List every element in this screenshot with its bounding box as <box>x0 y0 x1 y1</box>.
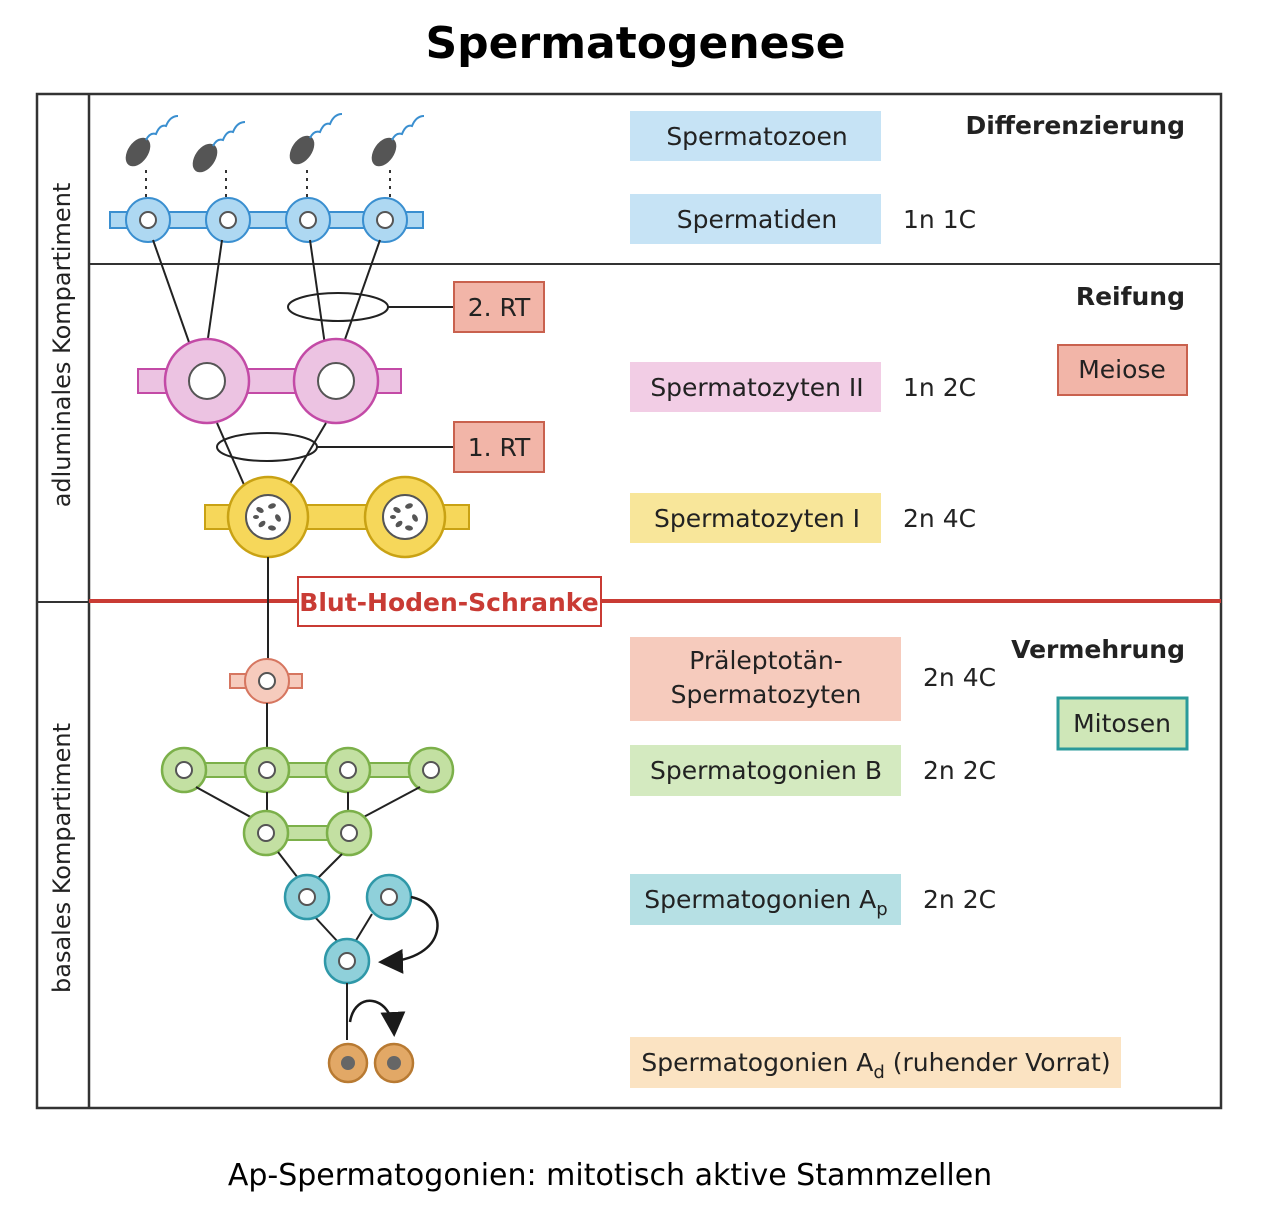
stage-praeleptotaen-line1: Präleptotän- <box>689 646 843 675</box>
meiose-box: Meiose <box>1057 344 1188 396</box>
spermatozoa-dotted-links <box>145 170 391 200</box>
ploidy-praeleptotaen: 2n 4C <box>923 663 996 692</box>
ploidy-spermatogonienB: 2n 2C <box>923 756 996 785</box>
rt2-ellipse <box>287 292 389 322</box>
stage-spermatogonienB-label: Spermatogonien B <box>650 756 882 785</box>
ploidy-spermatogonienAp: 2n 2C <box>923 885 996 914</box>
spermatogonienB-row <box>160 746 455 794</box>
stage-spermatogonienB: Spermatogonien B <box>630 745 901 796</box>
stage-spermatogonienAd-sub: d <box>873 1062 884 1083</box>
lineage-lines-b <box>195 786 421 821</box>
activation-arrow <box>348 999 406 1037</box>
stage-spermatogonienAp-label: Spermatogonien A <box>644 885 876 914</box>
ploidy-spermatozyten1: 2n 4C <box>903 504 976 533</box>
spermatogonienAp-cells <box>283 873 413 985</box>
barrier-box: Blut-Hoden-Schranke <box>297 576 602 627</box>
lineage-lines-ap <box>277 851 373 943</box>
stage-spermatogonienAp: Spermatogonien Ap <box>630 874 901 925</box>
stage-spermatozyten1: Spermatozyten I <box>630 493 881 543</box>
phase-differenzierung: Differenzierung <box>965 111 1185 140</box>
stage-spermatozyten2: Spermatozyten II <box>630 362 881 412</box>
ploidy-spermatozyten2: 1n 2C <box>903 373 976 402</box>
ploidy-spermatiden: 1n 1C <box>903 205 976 234</box>
stage-praeleptotaen: Präleptotän- Spermatozyten <box>630 637 901 721</box>
rt1-box: 1. RT <box>453 421 545 473</box>
stage-spermatogonienAd-label: Spermatogonien A <box>641 1048 873 1077</box>
rt1-ellipse <box>216 432 318 462</box>
meiose-label: Meiose <box>1078 355 1166 384</box>
spermatozoon <box>125 115 179 167</box>
rt2-box: 2. RT <box>453 281 545 333</box>
lineage-lines-upper <box>152 239 381 346</box>
stage-spermatozoen-label: Spermatozoen <box>666 122 847 151</box>
spermatogonienB-pair <box>242 809 373 857</box>
rt2-label: 2. RT <box>468 293 531 322</box>
basal-compartment-label: basales Kompartiment <box>48 723 76 993</box>
self-renewal-arrow <box>378 895 439 974</box>
adluminal-compartment-label: adluminales Kompartiment <box>48 183 76 508</box>
praeleptotaen-cell <box>229 658 303 704</box>
page-title: Spermatogenese <box>425 18 846 69</box>
spermatozoon <box>192 121 246 173</box>
stage-spermatogonienAd: Spermatogonien Ad (ruhender Vorrat) <box>630 1037 1121 1088</box>
barrier-label: Blut-Hoden-Schranke <box>299 588 598 617</box>
stage-spermatogonienAd-suffix: (ruhender Vorrat) <box>885 1048 1111 1077</box>
spermatozyten1-row <box>204 475 470 559</box>
spermatozoa <box>125 113 425 173</box>
stage-spermatogonienAp-sub: p <box>876 899 887 920</box>
stage-spermatozoen: Spermatozoen <box>630 111 881 161</box>
spermatogonienAd-cells <box>327 1042 415 1084</box>
stage-spermatozyten1-label: Spermatozyten I <box>654 504 860 533</box>
mitosen-label: Mitosen <box>1073 709 1171 738</box>
spermatozoon <box>289 113 343 165</box>
stage-spermatogonienAd-text: Spermatogonien Ad (ruhender Vorrat) <box>641 1048 1110 1083</box>
stage-spermatiden-label: Spermatiden <box>677 205 837 234</box>
stage-spermatozyten2-label: Spermatozyten II <box>650 373 863 402</box>
stage-spermatogonienAp-text: Spermatogonien Ap <box>644 885 887 920</box>
mitosen-box: Mitosen <box>1056 696 1189 751</box>
phase-vermehrung: Vermehrung <box>1011 635 1185 664</box>
spermatiden-row <box>109 197 424 243</box>
stage-spermatiden: Spermatiden <box>630 194 881 244</box>
rt1-label: 1. RT <box>468 433 531 462</box>
stage-praeleptotaen-line2: Spermatozyten <box>671 680 862 709</box>
phase-reifung: Reifung <box>1076 282 1185 311</box>
caption: Ap-Spermatogonien: mitotisch aktive Stam… <box>227 1158 993 1193</box>
spermatozyten2-row <box>137 337 402 425</box>
spermatozoon <box>371 115 425 167</box>
